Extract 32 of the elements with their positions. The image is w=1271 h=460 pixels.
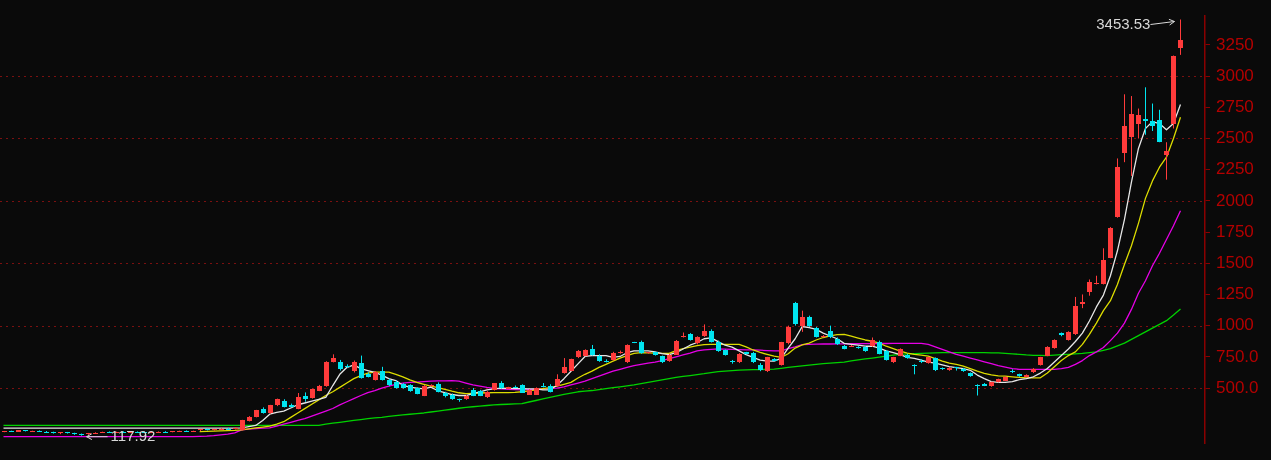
candlestick — [1157, 109, 1162, 143]
y-tick-label: 3000 — [1216, 65, 1254, 85]
candlestick — [1150, 103, 1155, 132]
y-tick-label: 3250 — [1216, 34, 1254, 54]
y-tick-label: 2250 — [1216, 159, 1254, 179]
y-tick-label: 1250 — [1216, 284, 1254, 304]
candlestick — [324, 360, 329, 388]
y-tick-label: 2750 — [1216, 96, 1254, 116]
y-tick-label: 500.0 — [1216, 377, 1259, 397]
candlestick — [1164, 141, 1169, 181]
y-tick-label: 1000 — [1216, 315, 1254, 335]
annotation: 3453.53 — [1096, 14, 1151, 32]
candlestick — [800, 310, 805, 333]
y-tick-label: 750.0 — [1216, 346, 1259, 366]
candlestick — [359, 355, 364, 380]
candlestick — [912, 363, 917, 375]
y-tick-label: 1500 — [1216, 252, 1254, 272]
y-tick-label: 2500 — [1216, 128, 1254, 148]
y-tick-label: 1750 — [1216, 221, 1254, 241]
candlestick — [1129, 95, 1134, 177]
candlestick — [786, 325, 791, 345]
candlestick — [1101, 247, 1106, 285]
candlestick — [975, 383, 980, 397]
candlestick — [793, 301, 798, 327]
candlestick — [1178, 19, 1183, 56]
candlestick — [625, 343, 630, 364]
candlestick — [940, 366, 945, 371]
candlestick — [1143, 86, 1148, 136]
y-tick-label: 2000 — [1216, 190, 1254, 210]
candlestick — [429, 383, 434, 388]
candlestick — [1136, 108, 1141, 139]
candlestick — [856, 345, 861, 350]
